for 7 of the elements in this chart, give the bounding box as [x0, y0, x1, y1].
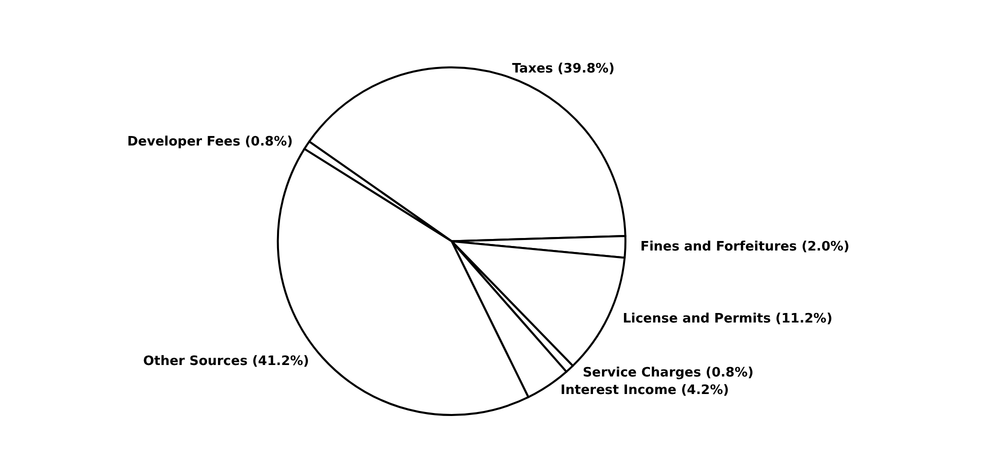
slice-label: Taxes (39.8%): [512, 61, 615, 76]
slice-label: License and Permits (11.2%): [622, 312, 832, 326]
slice-label: Interest Income (4.2%): [560, 383, 729, 398]
slice-label: Other Sources (41.2%): [143, 354, 310, 370]
slice-label: Developer Fees (0.8%): [127, 134, 293, 150]
slice-label: Service Charges (0.8%): [582, 366, 754, 381]
slice-label: Fines and Forfeitures (2.0%): [640, 240, 850, 255]
